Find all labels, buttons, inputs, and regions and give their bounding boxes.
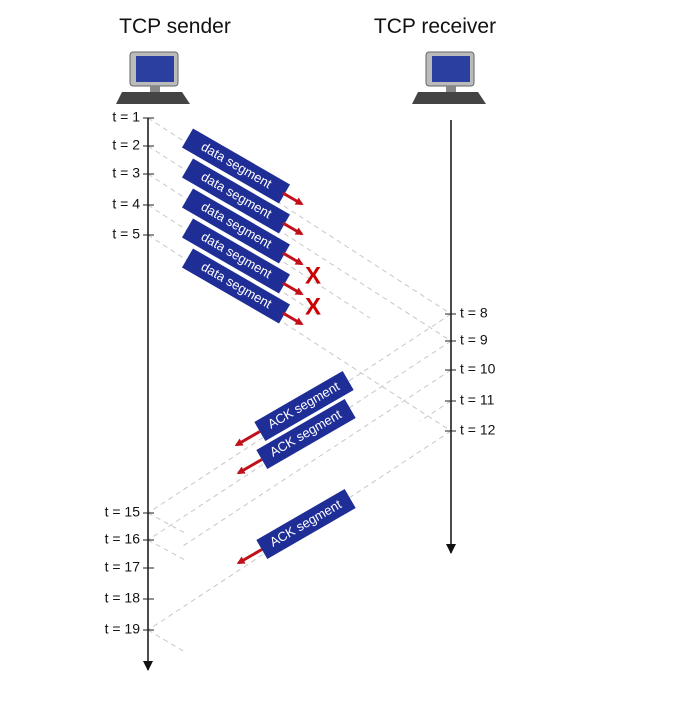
receiver-computer (412, 51, 486, 104)
receiver-times: t = 8 t = 9 t = 10 t = 11 t = 12 (445, 305, 496, 438)
ack-segment: ACK segment (236, 488, 356, 565)
segment-box (182, 128, 290, 204)
time-label: t = 11 (460, 392, 495, 408)
arrow (282, 311, 304, 326)
time-label: t = 17 (105, 559, 141, 575)
loss-mark: X (305, 293, 321, 320)
time-label: t = 10 (460, 361, 496, 377)
sender-computer (116, 51, 190, 104)
segment-box (256, 398, 356, 470)
time-label: t = 16 (105, 531, 141, 547)
arrow (236, 458, 263, 475)
time-label: t = 2 (112, 137, 140, 153)
time-label: t = 4 (112, 196, 140, 212)
time-label: t = 1 (112, 109, 140, 125)
sender-times: t = 1 t = 2 t = 3 t = 4 t = 5 t = 15 t = 16 t =… (105, 109, 154, 637)
time-label: t = 3 (112, 165, 140, 181)
segment-box (182, 218, 290, 294)
arrow (282, 191, 304, 206)
time-label: t = 8 (460, 305, 488, 321)
arrow (282, 221, 304, 236)
time-label: t = 12 (460, 422, 496, 438)
segment-label: ACK segment (267, 496, 344, 549)
loss-mark: X (305, 262, 321, 289)
segment-box (182, 188, 290, 264)
arrow (234, 430, 261, 447)
arrow (282, 251, 304, 266)
segment-box (182, 158, 290, 234)
time-label: t = 15 (105, 504, 141, 520)
segment-box (182, 248, 290, 324)
time-label: t = 19 (105, 621, 141, 637)
time-label: t = 9 (460, 332, 488, 348)
sender-title: TCP sender (119, 15, 231, 38)
time-label: t = 5 (112, 226, 140, 242)
time-label: t = 18 (105, 590, 141, 606)
arrow (236, 548, 263, 565)
segment-box (254, 370, 354, 442)
arrow (282, 281, 304, 296)
receiver-title: TCP receiver (374, 15, 496, 38)
segment-box (256, 488, 356, 560)
